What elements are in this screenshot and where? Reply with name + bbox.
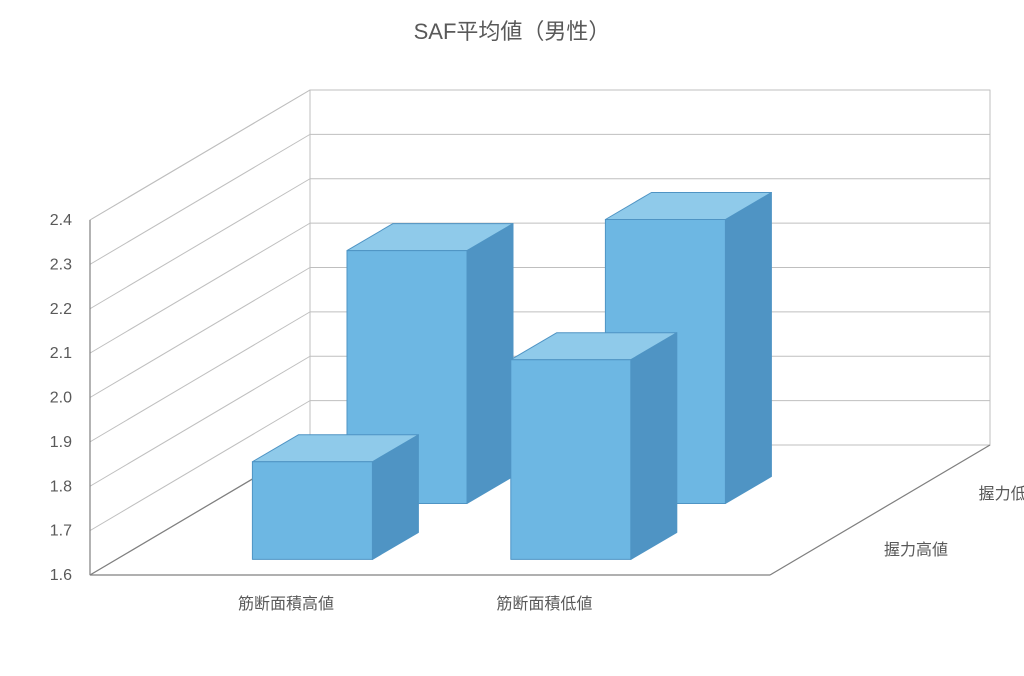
chart-container: SAF平均値（男性） 1.6 1.7 1.8 1.9 2.0 2.1 2.2 2.3 2.4 筋断…: [0, 0, 1024, 676]
z-tick-label: 2.3: [50, 256, 72, 273]
y-series-label: 握力低値: [979, 485, 1024, 503]
z-tick-label: 1.8: [50, 478, 72, 495]
z-tick-label: 1.7: [50, 523, 72, 540]
chart-title: SAF平均値（男性）: [0, 14, 1024, 46]
bar: [511, 333, 677, 560]
z-tick-label: 1.6: [50, 567, 72, 584]
x-category-label: 筋断面積低値: [496, 595, 592, 613]
z-tick-label: 2.4: [50, 212, 72, 229]
x-category-label: 筋断面積高値: [238, 595, 334, 613]
chart-canvas: 1.6 1.7 1.8 1.9 2.0 2.1 2.2 2.3 2.4 筋断面積高値 筋断面積低値 握…: [0, 0, 1024, 676]
y-series-label: 握力高値: [884, 541, 948, 559]
bar: [252, 435, 418, 560]
z-tick-label: 2.2: [50, 301, 72, 318]
z-tick-label: 2.0: [50, 390, 72, 407]
z-tick-label: 2.1: [50, 345, 72, 362]
z-tick-label: 1.9: [50, 434, 72, 451]
